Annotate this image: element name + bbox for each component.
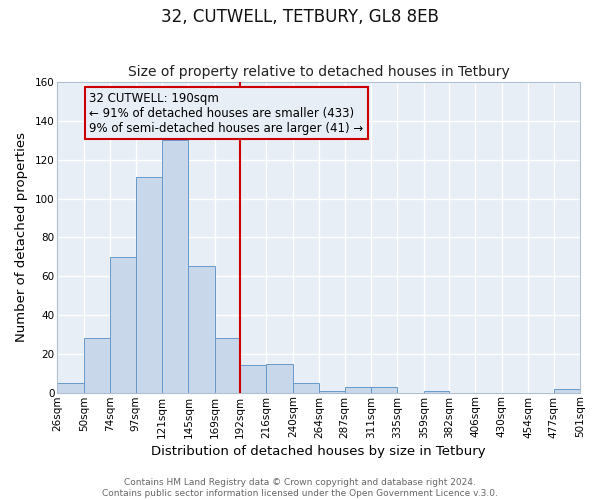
Bar <box>162 140 188 392</box>
Title: Size of property relative to detached houses in Tetbury: Size of property relative to detached ho… <box>128 66 509 80</box>
Bar <box>554 389 580 392</box>
Bar <box>293 383 319 392</box>
Bar <box>136 177 162 392</box>
Y-axis label: Number of detached properties: Number of detached properties <box>15 132 28 342</box>
Bar <box>58 383 84 392</box>
Bar <box>424 390 449 392</box>
Text: Contains HM Land Registry data © Crown copyright and database right 2024.
Contai: Contains HM Land Registry data © Crown c… <box>102 478 498 498</box>
Text: 32, CUTWELL, TETBURY, GL8 8EB: 32, CUTWELL, TETBURY, GL8 8EB <box>161 8 439 26</box>
Bar <box>266 364 293 392</box>
X-axis label: Distribution of detached houses by size in Tetbury: Distribution of detached houses by size … <box>151 444 486 458</box>
Bar <box>215 338 240 392</box>
Text: 32 CUTWELL: 190sqm
← 91% of detached houses are smaller (433)
9% of semi-detache: 32 CUTWELL: 190sqm ← 91% of detached hou… <box>89 92 364 135</box>
Bar <box>371 387 397 392</box>
Bar <box>84 338 110 392</box>
Bar <box>188 266 215 392</box>
Bar <box>319 390 344 392</box>
Bar <box>110 257 136 392</box>
Bar <box>240 366 266 392</box>
Bar <box>344 387 371 392</box>
